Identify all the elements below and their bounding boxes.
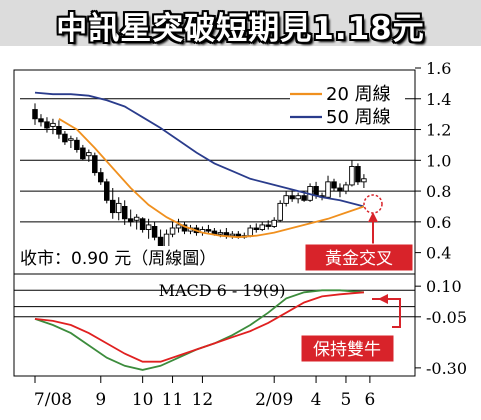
golden-cross-arrowhead bbox=[368, 212, 378, 222]
macd-title: MACD 6 - 19(9) bbox=[159, 281, 286, 300]
chart-title: 中訊星突破短期見1.18元 bbox=[56, 11, 425, 47]
price-tick-label: 1.2 bbox=[426, 121, 451, 140]
candle-body bbox=[253, 227, 260, 230]
candle-body bbox=[325, 181, 331, 198]
candle-body bbox=[265, 224, 271, 227]
price-tick-label: 0.6 bbox=[426, 213, 451, 232]
candle-body bbox=[109, 199, 116, 214]
candle-body bbox=[229, 233, 236, 237]
price-tick-label: 1.0 bbox=[426, 151, 451, 170]
price-tick-label: 1.6 bbox=[426, 59, 451, 78]
legend-label-ma20: 20 周線 bbox=[326, 84, 391, 105]
macd-lines bbox=[34, 289, 364, 371]
candle-body bbox=[163, 233, 170, 249]
candle-body bbox=[80, 147, 86, 160]
candle-body bbox=[145, 224, 152, 230]
x-tick-label: 12 bbox=[192, 390, 214, 410]
candle-body bbox=[349, 166, 355, 186]
candle-body bbox=[92, 155, 98, 174]
x-tick-label: 10 bbox=[132, 390, 154, 410]
candle-body bbox=[86, 152, 92, 157]
candle-body bbox=[115, 202, 122, 214]
candle-body bbox=[56, 126, 62, 135]
double-bull-connector bbox=[372, 298, 401, 328]
x-tick-label: 5 bbox=[341, 390, 352, 410]
macd-tick-label: 0.10 bbox=[426, 277, 462, 296]
candle-body bbox=[301, 195, 307, 201]
macd-signal-line bbox=[34, 291, 364, 363]
candle-body bbox=[175, 224, 182, 229]
candle-body bbox=[271, 219, 277, 227]
price-candles bbox=[32, 103, 367, 256]
candle-body bbox=[38, 118, 44, 123]
double-bull-label: 保持雙牛 bbox=[313, 340, 381, 360]
price-tick-label: 0.4 bbox=[426, 244, 451, 263]
candle-body bbox=[139, 218, 146, 230]
candle-body bbox=[62, 133, 68, 143]
candle-body bbox=[355, 166, 361, 183]
golden-cross-callout bbox=[304, 243, 414, 272]
candle-body bbox=[74, 139, 80, 150]
ma50-line bbox=[34, 91, 365, 208]
x-tick-label: 7/08 bbox=[34, 390, 72, 410]
x-tick-label: 9 bbox=[95, 390, 106, 410]
x-tick-label: 6 bbox=[364, 390, 375, 410]
candle-body bbox=[289, 195, 295, 200]
plot-frame bbox=[13, 69, 416, 377]
candle-body bbox=[259, 224, 265, 230]
moving-averages bbox=[34, 91, 365, 239]
candle-body bbox=[331, 181, 337, 189]
candle-body bbox=[151, 226, 158, 238]
x-tick-label: 4 bbox=[311, 390, 322, 410]
legend-label-ma50: 50 周線 bbox=[326, 107, 391, 128]
candle-body bbox=[68, 138, 74, 141]
candle-body bbox=[169, 227, 176, 235]
candle-body bbox=[313, 186, 319, 197]
candle-body bbox=[121, 206, 128, 220]
candle-body bbox=[337, 187, 343, 192]
title-banner: 中訊星突破短期見1.18元 bbox=[0, 0, 481, 47]
candle-body bbox=[98, 172, 104, 183]
candle-body bbox=[343, 184, 349, 192]
candle-body bbox=[44, 121, 50, 129]
chart-legend: 20 周線 50 周線 bbox=[290, 82, 405, 128]
candle-body bbox=[283, 195, 289, 204]
candle-body bbox=[361, 178, 367, 183]
candle-body bbox=[277, 202, 283, 221]
y-axis-ticks: 1.6 1.4 1.2 1.0 0.8 0.6 0.4 0.10 -0.05 -0.30 bbox=[415, 59, 467, 378]
price-tick-label: 0.8 bbox=[426, 182, 451, 201]
double-bull-callout bbox=[300, 334, 395, 363]
candle-body bbox=[127, 218, 134, 223]
close-price-label: 收市：0.90 元（周線圖） bbox=[20, 249, 216, 269]
golden-cross-marker bbox=[363, 194, 383, 214]
candle-body bbox=[50, 122, 56, 127]
legend-background bbox=[290, 82, 405, 128]
golden-cross-label: 黃金交叉 bbox=[325, 249, 393, 269]
macd-tick-label: -0.30 bbox=[426, 359, 467, 378]
candle-body bbox=[295, 195, 301, 200]
candle-body bbox=[247, 227, 254, 237]
x-axis-ticks: 7/08 9 10 11 12 2/09 4 5 6 bbox=[34, 376, 375, 410]
macd-tick-label: -0.05 bbox=[426, 308, 467, 327]
price-gridlines bbox=[20, 98, 415, 223]
price-tick-label: 1.4 bbox=[426, 90, 451, 109]
close-label-background bbox=[17, 246, 232, 270]
double-bull-arrowhead bbox=[378, 294, 388, 304]
candle-body bbox=[205, 229, 212, 232]
x-tick-label: 2/09 bbox=[255, 390, 293, 410]
candle-body bbox=[133, 216, 140, 221]
candle-body bbox=[32, 109, 38, 120]
ma20-line bbox=[58, 118, 365, 239]
candle-body bbox=[217, 232, 224, 235]
candle-body bbox=[104, 181, 110, 201]
x-tick-label: 11 bbox=[162, 390, 184, 410]
